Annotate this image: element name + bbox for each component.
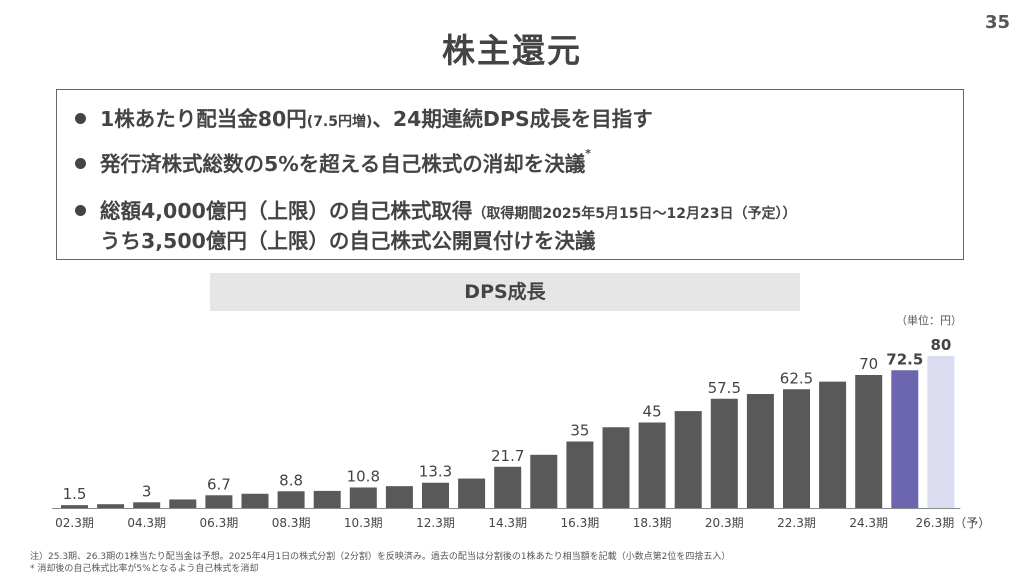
tick-label-24.3期: 24.3期 xyxy=(849,516,888,530)
tick-label-08.3期: 08.3期 xyxy=(272,516,311,530)
bar-20.3期 xyxy=(710,398,738,508)
data-label-08.3期: 8.8 xyxy=(279,471,303,489)
footnote-mark: * xyxy=(585,147,591,160)
bar-22.3期 xyxy=(783,389,810,508)
tick-label-16.3期: 16.3期 xyxy=(561,516,600,530)
tick-label-06.3期: 06.3期 xyxy=(200,516,239,530)
bullet-dot xyxy=(75,112,86,124)
tick-label-12.3期: 12.3期 xyxy=(416,516,455,530)
bar-02.3期 xyxy=(61,505,88,508)
bar-24.3期 xyxy=(855,375,883,508)
bar-10.3期 xyxy=(349,487,377,508)
bar-11.3期 xyxy=(385,486,413,508)
bar-06.3期 xyxy=(205,495,233,508)
tick-label-26.3期: 26.3期（予） xyxy=(916,516,991,530)
page-number: 35 xyxy=(984,12,1010,33)
data-label-14.3期: 21.7 xyxy=(491,447,524,465)
page-title: 株主還元 xyxy=(442,31,582,70)
data-label-16.3期: 35 xyxy=(570,422,589,440)
data-label-25.3期: 72.5 xyxy=(886,350,923,368)
bullet-dividend-increase: (7.5円増) xyxy=(306,114,373,130)
bar-05.3期 xyxy=(169,499,197,508)
bar-21.3期 xyxy=(746,394,774,508)
bar-15.3期 xyxy=(530,454,558,508)
bullet-dividend: 1株あたり配当金80円(7.5円増)、24期連続DPS成長を目指す xyxy=(75,102,653,132)
bar-14.3期 xyxy=(494,466,522,508)
bar-16.3期 xyxy=(566,441,594,508)
tick-label-18.3期: 18.3期 xyxy=(633,516,672,530)
bullet-dividend-main: 1株あたり配当金80円 xyxy=(100,107,307,131)
bar-23.3期 xyxy=(819,381,847,508)
data-label-22.3期: 62.5 xyxy=(780,369,813,387)
footnote-cancellation: * 消却後の自己株式比率が5%となるよう自己株式を消却 xyxy=(30,564,259,574)
bar-03.3期 xyxy=(97,504,125,508)
bar-07.3期 xyxy=(241,493,269,508)
bullet-cancellation-main: 発行済株式総数の5%を超える自己株式の消却を決議 xyxy=(100,152,586,176)
tick-label-22.3期: 22.3期 xyxy=(777,516,816,530)
bullet-buyback: 総額4,000億円（上限）の自己株式取得（取得期間2025年5月15日～12月2… xyxy=(75,194,797,224)
bar-12.3期 xyxy=(422,482,449,508)
data-label-18.3期: 45 xyxy=(643,403,662,421)
data-label-06.3期: 6.7 xyxy=(207,475,231,493)
data-label-26.3期: 80 xyxy=(930,336,951,354)
footnote-forecast: 注）25.3期、26.3期の1株当たり配当金は予想。2025年4月1日の株式分割… xyxy=(30,552,731,562)
bullet-tender-offer: うち3,500億円（上限）の自己株式公開買付けを決議 xyxy=(100,229,596,253)
bar-08.3期 xyxy=(277,491,305,508)
chart-title-banner: DPS成長 xyxy=(210,273,800,311)
data-label-10.3期: 10.8 xyxy=(347,467,380,485)
bar-04.3期 xyxy=(133,502,161,508)
data-label-02.3期: 1.5 xyxy=(63,485,87,503)
data-label-20.3期: 57.5 xyxy=(708,379,741,397)
data-label-04.3期: 3 xyxy=(142,482,152,500)
bar-17.3期 xyxy=(602,427,630,508)
tick-label-10.3期: 10.3期 xyxy=(344,516,383,530)
summary-box: 1株あたり配当金80円(7.5円増)、24期連続DPS成長を目指す 発行済株式総… xyxy=(56,89,964,260)
bullet-buyback-period: （取得期間2025年5月15日～12月23日（予定）） xyxy=(472,206,797,222)
tick-label-02.3期: 02.3期 xyxy=(55,516,94,530)
tick-label-20.3期: 20.3期 xyxy=(705,516,744,530)
bar-19.3期 xyxy=(674,411,702,508)
bullet-dot xyxy=(75,157,86,169)
bullet-buyback-main: 総額4,000億円（上限）の自己株式取得 xyxy=(100,199,473,223)
tick-label-14.3期: 14.3期 xyxy=(488,516,527,530)
tick-label-04.3期: 04.3期 xyxy=(127,516,166,530)
bullet-dividend-rest: 、24期連続DPS成長を目指す xyxy=(372,107,653,131)
bullet-cancellation: 発行済株式総数の5%を超える自己株式の消却を決議* xyxy=(75,147,591,177)
bar-25.3期 xyxy=(891,370,919,508)
bar-13.3期 xyxy=(458,478,486,508)
unit-label: （単位：円） xyxy=(896,314,962,327)
data-label-24.3期: 70 xyxy=(859,355,878,373)
data-label-12.3期: 13.3 xyxy=(419,463,452,481)
bullet-dot xyxy=(75,204,86,216)
bar-18.3期 xyxy=(638,422,666,508)
bar-26.3期 xyxy=(927,356,955,508)
bar-09.3期 xyxy=(313,490,341,508)
